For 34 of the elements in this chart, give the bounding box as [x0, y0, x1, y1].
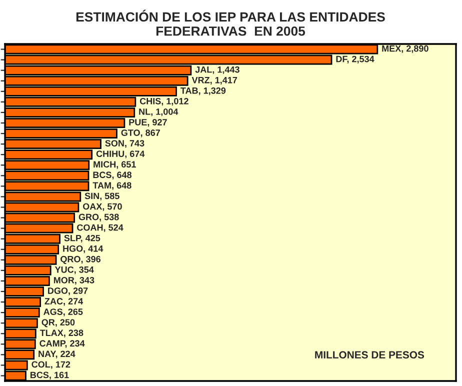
- data-label: COL, 172: [32, 361, 70, 369]
- data-label: BCS, 648: [93, 172, 132, 180]
- data-label: CHIHU, 674: [96, 150, 145, 158]
- data-label: COAH, 524: [77, 224, 124, 232]
- data-label: SIN, 585: [84, 192, 120, 200]
- data-label: DGO, 297: [48, 288, 88, 296]
- data-label: GRO, 538: [78, 214, 119, 222]
- data-label: MICH, 651: [94, 161, 136, 169]
- data-label: VRZ, 1,417: [192, 76, 238, 85]
- data-label: NAY, 224: [38, 350, 76, 358]
- data-label: MEX, 2,890: [382, 45, 428, 53]
- data-label: JAL, 1,443: [195, 66, 240, 74]
- data-label: TAM, 648: [92, 182, 132, 190]
- data-label: QR, 250: [42, 319, 75, 328]
- data-label: HGO, 414: [63, 245, 104, 254]
- data-label: MOR, 343: [54, 276, 94, 285]
- data-label: AGS, 265: [44, 308, 83, 316]
- data-label: DF, 2,534: [336, 56, 374, 64]
- data-label: TAB, 1,329: [180, 87, 226, 96]
- data-label: YUC, 354: [54, 266, 94, 274]
- data-label: SLP, 425: [64, 234, 100, 243]
- data-label: PUE, 927: [129, 119, 167, 127]
- annotation: MILLONES DE PESOS: [315, 351, 424, 359]
- data-label: TLAX, 238: [40, 330, 84, 338]
- data-label: QRO, 396: [60, 256, 101, 264]
- data-label: BCS, 161: [30, 372, 69, 380]
- data-label: NL, 1,004: [139, 108, 178, 116]
- data-label: ZAC, 274: [44, 298, 84, 306]
- data-label: CHIS, 1,012: [140, 98, 188, 106]
- data-label: OAX, 570: [82, 203, 122, 211]
- data-label: CAMP, 234: [40, 340, 85, 348]
- data-label: SON, 743: [105, 140, 144, 148]
- chart-title: ESTIMACIÓN DE LOS IEP PARA LAS ENTIDADES FEDERATIVAS EN 2005: [76, 10, 385, 36]
- data-label: GTO, 867: [121, 130, 160, 138]
